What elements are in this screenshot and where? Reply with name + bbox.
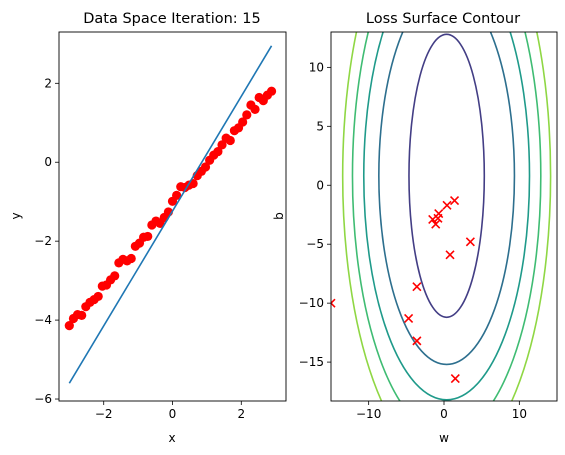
data-space-ytick-label: −2 xyxy=(34,234,52,248)
data-point xyxy=(213,146,223,157)
data-point xyxy=(238,117,248,127)
loss-surface-xlabel: w xyxy=(439,431,449,445)
loss-surface-ytick-label: −10 xyxy=(299,296,324,310)
regression-line xyxy=(68,45,273,384)
loss-surface-ytick-label: −15 xyxy=(299,355,324,369)
loss-surface-ytick-label: 5 xyxy=(316,119,324,133)
loss-surface-xtick-label: 0 xyxy=(440,407,448,421)
iteration-marker xyxy=(434,208,444,219)
iteration-marker xyxy=(404,313,414,324)
data-point xyxy=(217,140,227,150)
contour-level xyxy=(341,32,552,401)
loss-surface-plot-area xyxy=(331,32,552,401)
data-space-plot-area xyxy=(64,45,277,384)
data-space-xtick-label: 2 xyxy=(237,407,245,421)
iteration-marker xyxy=(412,336,422,346)
data-space-title: Data Space Iteration: 15 xyxy=(83,11,260,27)
loss-surface-axes: Loss Surface Contour −10 0 10−15−10−50510 … xyxy=(272,11,558,445)
contour-level xyxy=(351,32,542,401)
contour-level xyxy=(362,32,531,401)
loss-surface-ylabel: b xyxy=(272,212,286,220)
iteration-marker xyxy=(442,200,452,210)
data-point xyxy=(77,310,87,320)
data-space-frame xyxy=(58,31,287,402)
loss-surface-ticks: −10 0 10 −15 −10 −5 0 5 10 xyxy=(299,60,527,421)
iteration-marker xyxy=(431,219,441,229)
data-point xyxy=(126,253,136,264)
iteration-marker xyxy=(331,298,336,308)
data-point xyxy=(172,190,182,200)
data-point xyxy=(93,291,103,302)
contour-level xyxy=(378,32,516,366)
data-point xyxy=(250,104,260,114)
data-space-ticks: −2 0 2 −6 −4 −2 0 2 xyxy=(34,76,245,421)
loss-surface-ytick-label: 0 xyxy=(316,178,324,192)
data-space-ylabel: y xyxy=(9,212,23,219)
loss-surface-xtick-label: −10 xyxy=(356,407,381,421)
data-point xyxy=(200,162,211,172)
iteration-marker xyxy=(412,282,422,292)
iteration-marker xyxy=(465,237,475,247)
loss-surface-frame xyxy=(330,31,558,402)
iteration-marker xyxy=(450,374,460,384)
contour-level xyxy=(408,33,486,319)
data-point xyxy=(110,271,120,281)
data-space-xlabel: x xyxy=(168,431,175,445)
data-space-ytick-label: −6 xyxy=(34,392,52,406)
iteration-marker xyxy=(449,196,460,206)
data-space-ytick-label: 0 xyxy=(44,155,52,169)
loss-surface-xtick-label: 10 xyxy=(512,407,527,421)
data-point xyxy=(242,110,252,120)
data-space-xtick-label: −2 xyxy=(95,407,113,421)
loss-surface-ytick-label: −5 xyxy=(306,237,324,251)
data-space-ytick-label: 2 xyxy=(44,76,52,90)
data-point xyxy=(266,86,277,96)
loss-surface-ytick-label: 10 xyxy=(309,60,324,74)
data-point xyxy=(143,231,153,242)
loss-surface-title: Loss Surface Contour xyxy=(366,11,520,27)
data-space-axes: Data Space Iteration: 15 −2 0 2−6−4−202 x … xyxy=(9,11,287,445)
data-point xyxy=(225,135,235,146)
data-space-xtick-label: 0 xyxy=(169,407,177,421)
data-space-ytick-label: −4 xyxy=(34,313,52,327)
data-point xyxy=(64,321,74,331)
iteration-marker xyxy=(445,250,455,260)
